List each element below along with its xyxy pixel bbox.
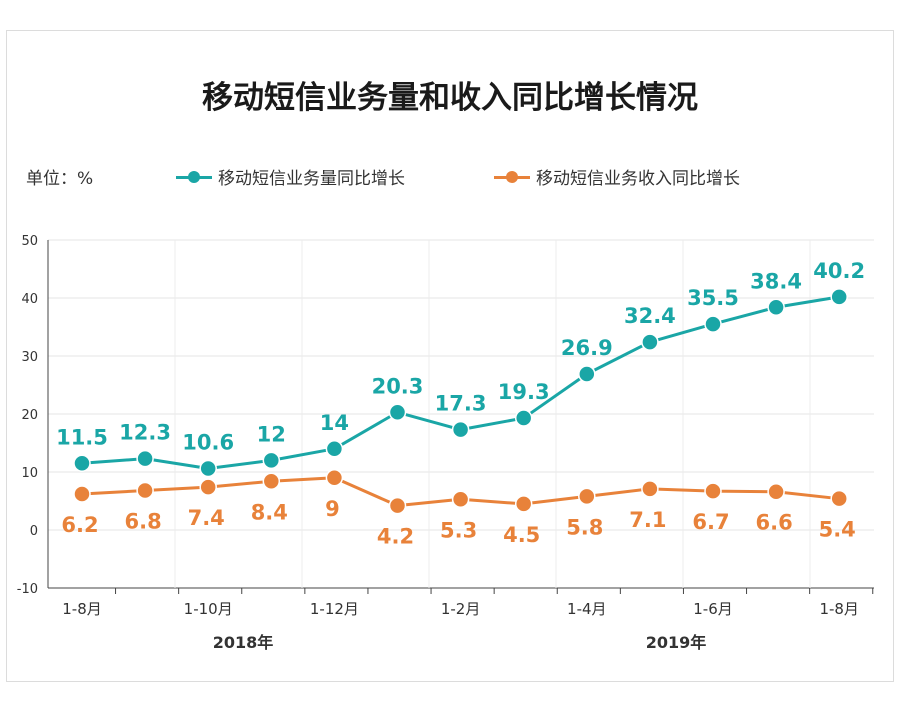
data-point xyxy=(578,487,596,506)
data-point xyxy=(199,478,217,496)
data-label: 6.2 xyxy=(61,513,98,537)
year-label: 2018年 xyxy=(213,633,274,652)
legend-item-revenue: 移动短信业务收入同比增长 xyxy=(494,164,740,189)
data-label: 38.4 xyxy=(750,269,802,293)
data-label: 4.5 xyxy=(503,523,540,547)
data-label: 7.1 xyxy=(629,508,666,532)
data-label: 14 xyxy=(320,411,349,435)
legend-label-volume: 移动短信业务量同比增长 xyxy=(218,169,405,189)
x-tick-label: 1-6月 xyxy=(693,600,733,618)
y-tick-label: 0 xyxy=(30,524,38,539)
x-tick-label: 1-8月 xyxy=(819,600,859,618)
data-point xyxy=(830,288,848,306)
y-tick-label: 20 xyxy=(21,408,38,423)
data-point xyxy=(704,315,722,333)
x-tick-label: 1-12月 xyxy=(310,600,359,618)
data-point xyxy=(73,485,91,503)
y-tick-label: 10 xyxy=(21,466,38,481)
data-point xyxy=(767,482,785,501)
data-label: 6.6 xyxy=(755,511,792,535)
data-point xyxy=(325,440,344,458)
data-label: 6.8 xyxy=(124,510,161,534)
data-label: 7.4 xyxy=(188,506,225,530)
y-tick-label: 40 xyxy=(21,292,38,307)
data-point xyxy=(199,459,217,478)
data-point xyxy=(578,365,596,383)
data-label: 6.7 xyxy=(692,510,729,534)
legend-label-revenue: 移动短信业务收入同比增长 xyxy=(536,169,740,189)
data-label: 12.3 xyxy=(119,421,171,445)
x-tick-label: 1-10月 xyxy=(184,600,233,618)
data-point xyxy=(325,469,344,487)
data-label: 26.9 xyxy=(561,336,613,360)
data-point xyxy=(73,454,91,473)
legend-swatch-revenue xyxy=(494,170,530,184)
data-point xyxy=(262,472,281,491)
data-point xyxy=(262,451,281,470)
data-point xyxy=(388,403,407,422)
y-tick-label: 30 xyxy=(21,350,38,365)
x-tick-label: 1-8月 xyxy=(62,600,102,618)
data-label: 8.4 xyxy=(251,500,288,524)
data-label: 20.3 xyxy=(372,374,424,398)
data-label: 17.3 xyxy=(435,392,487,416)
data-label: 9 xyxy=(325,497,340,521)
unit-label: 单位：% xyxy=(26,169,94,189)
legend-item-volume: 移动短信业务量同比增长 xyxy=(176,164,405,189)
data-point xyxy=(136,449,154,468)
data-label: 32.4 xyxy=(624,304,676,328)
y-tick-label: 50 xyxy=(21,234,38,249)
data-label: 40.2 xyxy=(813,259,865,283)
data-point xyxy=(641,333,659,351)
year-label: 2019年 xyxy=(646,633,707,652)
legend-swatch-volume xyxy=(176,170,212,184)
data-point xyxy=(514,495,533,513)
data-label: 5.3 xyxy=(440,518,477,542)
data-label: 35.5 xyxy=(687,286,739,310)
data-label: 4.2 xyxy=(377,525,414,549)
data-point xyxy=(830,489,848,508)
chart-title: 移动短信业务量和收入同比增长情况 xyxy=(202,80,698,116)
data-label: 5.8 xyxy=(566,515,603,539)
data-label: 10.6 xyxy=(182,431,234,455)
data-label: 12 xyxy=(257,422,286,446)
data-label: 11.5 xyxy=(56,425,108,449)
data-point xyxy=(704,482,722,500)
data-label: 19.3 xyxy=(498,380,550,404)
data-label: 5.4 xyxy=(819,518,856,542)
data-point xyxy=(388,496,407,515)
y-tick-label: -10 xyxy=(17,582,38,597)
data-point xyxy=(641,480,659,498)
data-point xyxy=(767,298,785,317)
x-tick-label: 1-2月 xyxy=(441,600,481,618)
data-point xyxy=(451,420,470,439)
data-point xyxy=(136,481,154,500)
x-tick-label: 1-4月 xyxy=(567,600,607,618)
data-point xyxy=(451,490,470,509)
data-point xyxy=(514,409,533,427)
